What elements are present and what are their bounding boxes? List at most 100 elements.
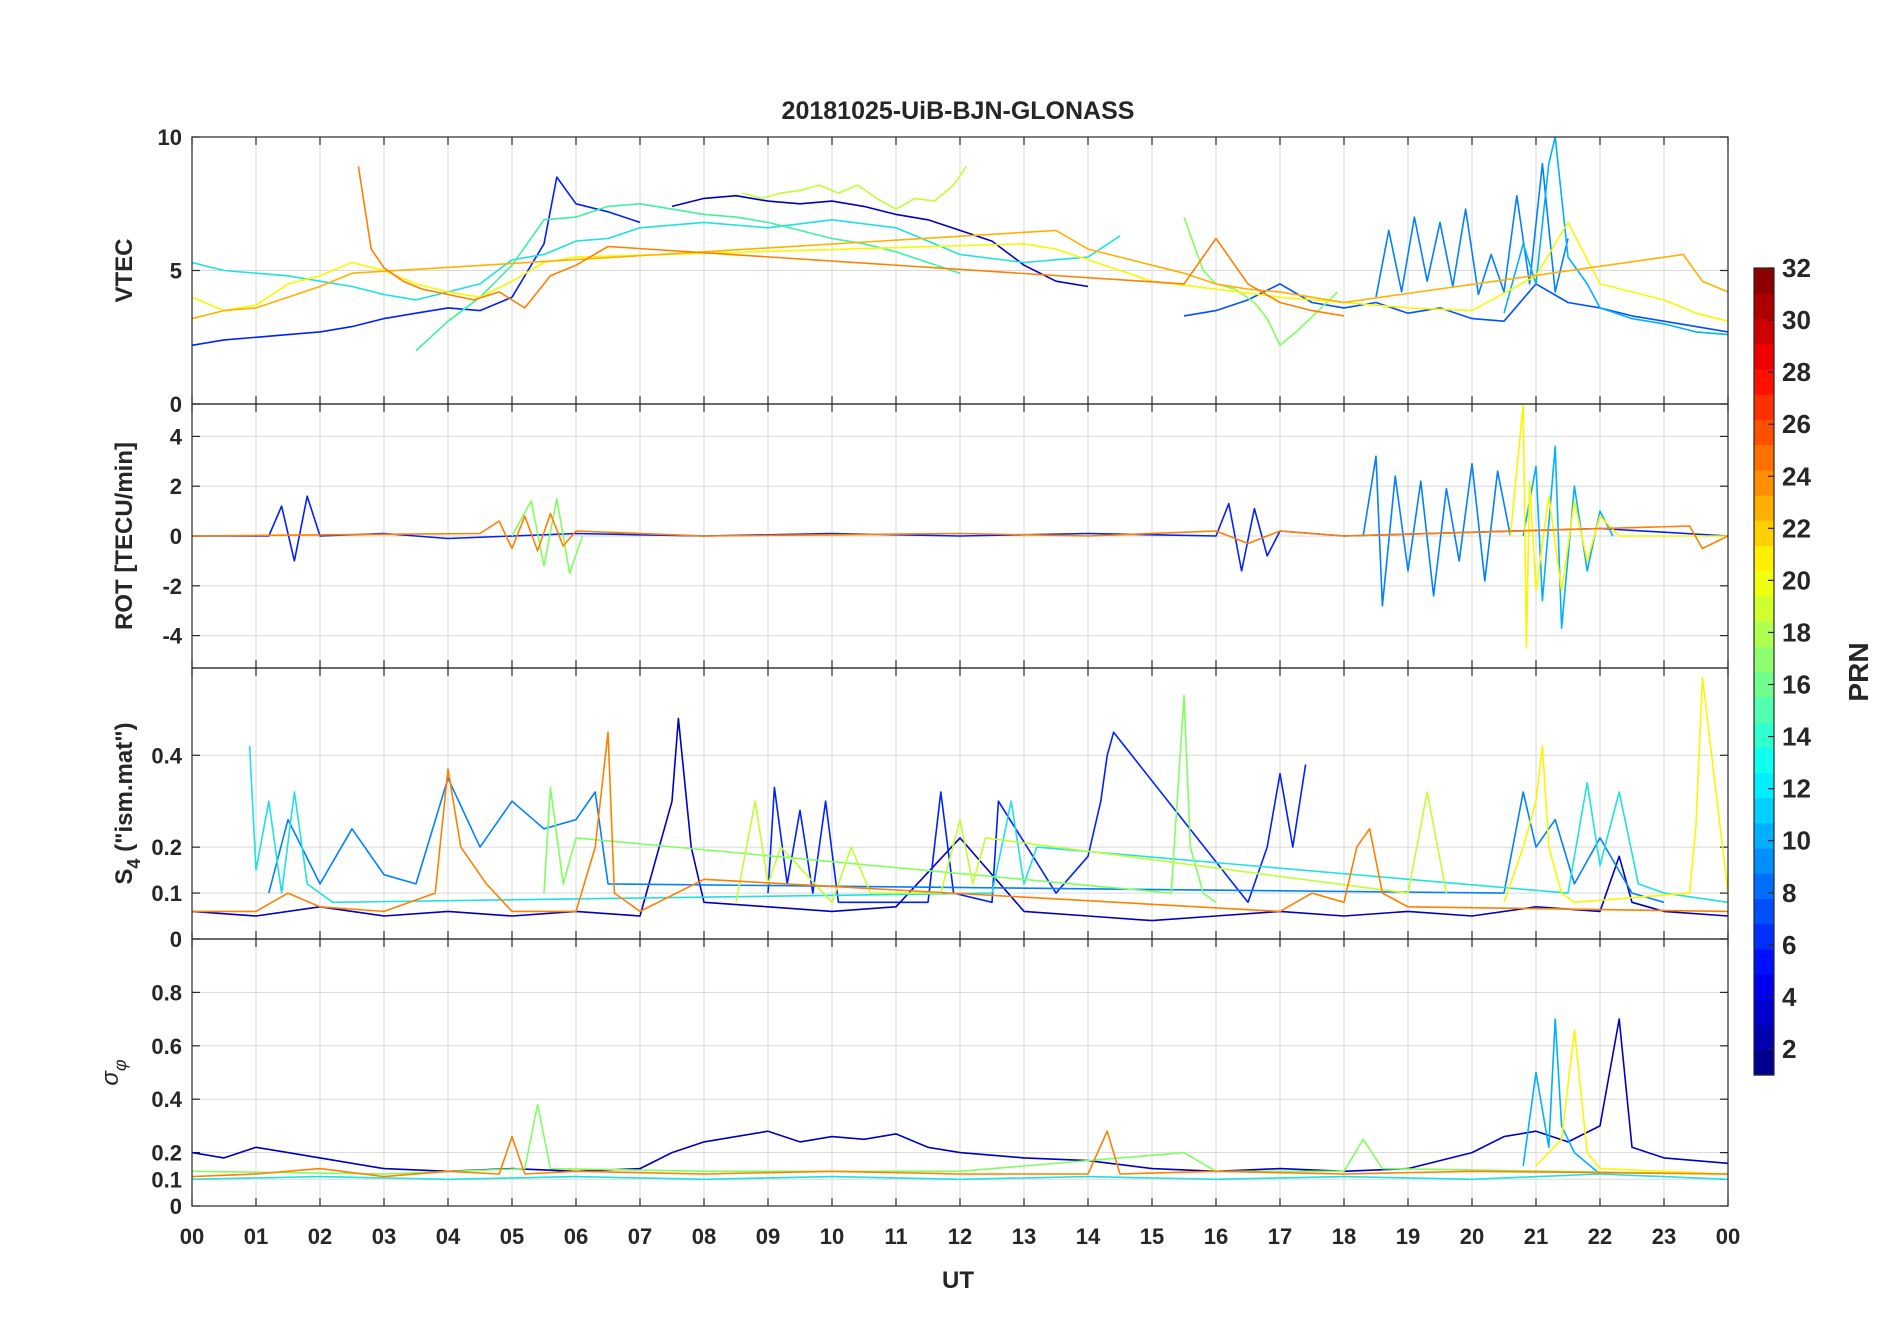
x-tick-label: 10 bbox=[820, 1224, 844, 1249]
colorbar-tick-label: 30 bbox=[1782, 305, 1811, 335]
colorbar-level bbox=[1754, 747, 1774, 773]
series-line-prn-20 bbox=[1503, 676, 1728, 904]
colorbar-level bbox=[1754, 621, 1774, 647]
panel-rot: -4 -2 0 2 4 ROT [TECU/min] bbox=[111, 403, 1729, 669]
x-tick-label: 09 bbox=[756, 1224, 780, 1249]
y-tick-label: 0.1 bbox=[151, 1167, 182, 1192]
series-line-prn-12 bbox=[248, 746, 1728, 904]
x-tick-label: 12 bbox=[948, 1224, 972, 1249]
colorbar-level bbox=[1754, 898, 1774, 925]
colorbar-level bbox=[1754, 646, 1774, 673]
series-line-prn-8 bbox=[1375, 162, 1569, 298]
colorbar-tick-label: 8 bbox=[1782, 878, 1796, 908]
series-line-prn-20 bbox=[1509, 404, 1728, 649]
panel-vtec: 0 5 10 VTEC bbox=[111, 125, 1729, 417]
colorbar-level bbox=[1754, 974, 1774, 1000]
colorbar-level bbox=[1754, 923, 1774, 950]
colorbar-level bbox=[1754, 520, 1774, 547]
x-tick-label: 01 bbox=[244, 1224, 268, 1249]
series-line-prn-24 bbox=[192, 731, 1728, 913]
x-tick-label: 02 bbox=[308, 1224, 332, 1249]
series-line-prn-10 bbox=[1522, 1018, 1601, 1175]
series-line-prn-18 bbox=[742, 165, 968, 210]
x-tick-label: 22 bbox=[1588, 1224, 1612, 1249]
colorbar-level bbox=[1754, 318, 1774, 345]
y-tick-label: 0.8 bbox=[151, 980, 182, 1005]
colorbar-level bbox=[1754, 494, 1774, 521]
colorbar-tick-label: 6 bbox=[1782, 930, 1796, 960]
x-tick-label: 13 bbox=[1012, 1224, 1036, 1249]
colorbar-tick-label: 4 bbox=[1782, 982, 1797, 1012]
x-tick-label: 11 bbox=[884, 1224, 907, 1249]
x-tick-label: 00 bbox=[180, 1224, 204, 1249]
y-tick-label: 4 bbox=[170, 424, 183, 449]
colorbar-level bbox=[1754, 368, 1774, 395]
x-tick-label: 15 bbox=[1140, 1224, 1164, 1249]
series-line-prn-18 bbox=[735, 791, 1448, 904]
y-tick-label: 0 bbox=[170, 524, 182, 549]
colorbar-level bbox=[1754, 545, 1774, 572]
y-tick-label: 0.6 bbox=[151, 1034, 182, 1059]
x-tick-label: 19 bbox=[1396, 1224, 1420, 1249]
panel-sigphi: 00.10.2 0.4 0.6 0.8 σφ bbox=[97, 938, 1729, 1219]
x-axis-label: UT bbox=[942, 1267, 974, 1294]
y-tick-label: 0.2 bbox=[151, 835, 182, 860]
colorbar-level bbox=[1754, 444, 1774, 471]
colorbar-tick-label: 26 bbox=[1782, 409, 1811, 439]
x-tick-label: 21 bbox=[1524, 1224, 1548, 1249]
series-line-prn-2 bbox=[192, 1018, 1728, 1173]
colorbar-tick-label: 20 bbox=[1782, 565, 1811, 595]
colorbar-tick-label: 32 bbox=[1782, 253, 1811, 283]
x-tick-label: 04 bbox=[436, 1224, 461, 1249]
axes-box bbox=[191, 938, 1729, 1207]
x-tick-label: 03 bbox=[372, 1224, 396, 1249]
series-line-prn-24 bbox=[192, 512, 1728, 552]
colorbar-level bbox=[1754, 721, 1774, 748]
y-tick-label: 5 bbox=[170, 259, 182, 284]
colorbar-level bbox=[1754, 848, 1774, 874]
series-line-prn-12 bbox=[192, 1173, 1728, 1181]
x-tick-label: 00 bbox=[1716, 1224, 1740, 1249]
colorbar-level bbox=[1754, 797, 1774, 824]
colorbar-level bbox=[1754, 671, 1774, 698]
series-line-prn-6 bbox=[1183, 283, 1728, 333]
y-axis-label-rot: ROT [TECU/min] bbox=[111, 442, 138, 630]
series-line-prn-2 bbox=[192, 717, 1728, 922]
y-tick-label: 0.4 bbox=[151, 1087, 182, 1112]
colorbar-level bbox=[1754, 873, 1774, 900]
series-line-prn-8 bbox=[268, 777, 1665, 904]
colorbar-level bbox=[1754, 394, 1774, 420]
y-tick-label: -2 bbox=[162, 574, 182, 599]
colorbar-level bbox=[1754, 293, 1774, 320]
colorbar-label: PRN bbox=[1843, 642, 1874, 701]
y-tick-label: 10 bbox=[158, 125, 182, 150]
x-tick-label: 17 bbox=[1268, 1224, 1292, 1249]
colorbar-tick-label: 16 bbox=[1782, 670, 1811, 700]
series-line-prn-16 bbox=[543, 694, 1217, 903]
colorbar-tick-label: 14 bbox=[1782, 722, 1811, 752]
series-line-prn-12 bbox=[192, 219, 1121, 301]
colorbar-level bbox=[1754, 1049, 1774, 1076]
colorbar-level bbox=[1754, 696, 1774, 723]
colorbar-tick-label: 12 bbox=[1782, 774, 1811, 804]
x-tick-label: 16 bbox=[1204, 1224, 1228, 1249]
y-axis-label-vtec: VTEC bbox=[111, 238, 138, 302]
series-line-prn-20 bbox=[1535, 1029, 1728, 1175]
colorbar-level bbox=[1754, 772, 1774, 799]
colorbar-tick-label: 24 bbox=[1782, 461, 1811, 491]
x-tick-labels: 00 01 02 03 04 05 06 07 08 09 10 11 12 13 14 15 16 17 18 19… bbox=[180, 1224, 1740, 1249]
series-line-prn-16 bbox=[511, 497, 584, 575]
colorbar-level bbox=[1754, 948, 1774, 975]
x-tick-label: 05 bbox=[500, 1224, 524, 1249]
series-line-prn-14 bbox=[415, 203, 961, 352]
colorbar-level bbox=[1754, 999, 1774, 1026]
y-axis-label-sigphi: σφ bbox=[97, 1059, 130, 1085]
colorbar-level bbox=[1754, 469, 1774, 496]
colorbar-level bbox=[1754, 570, 1774, 597]
series-group bbox=[192, 676, 1728, 922]
y-tick-label: 0.1 bbox=[151, 881, 182, 906]
